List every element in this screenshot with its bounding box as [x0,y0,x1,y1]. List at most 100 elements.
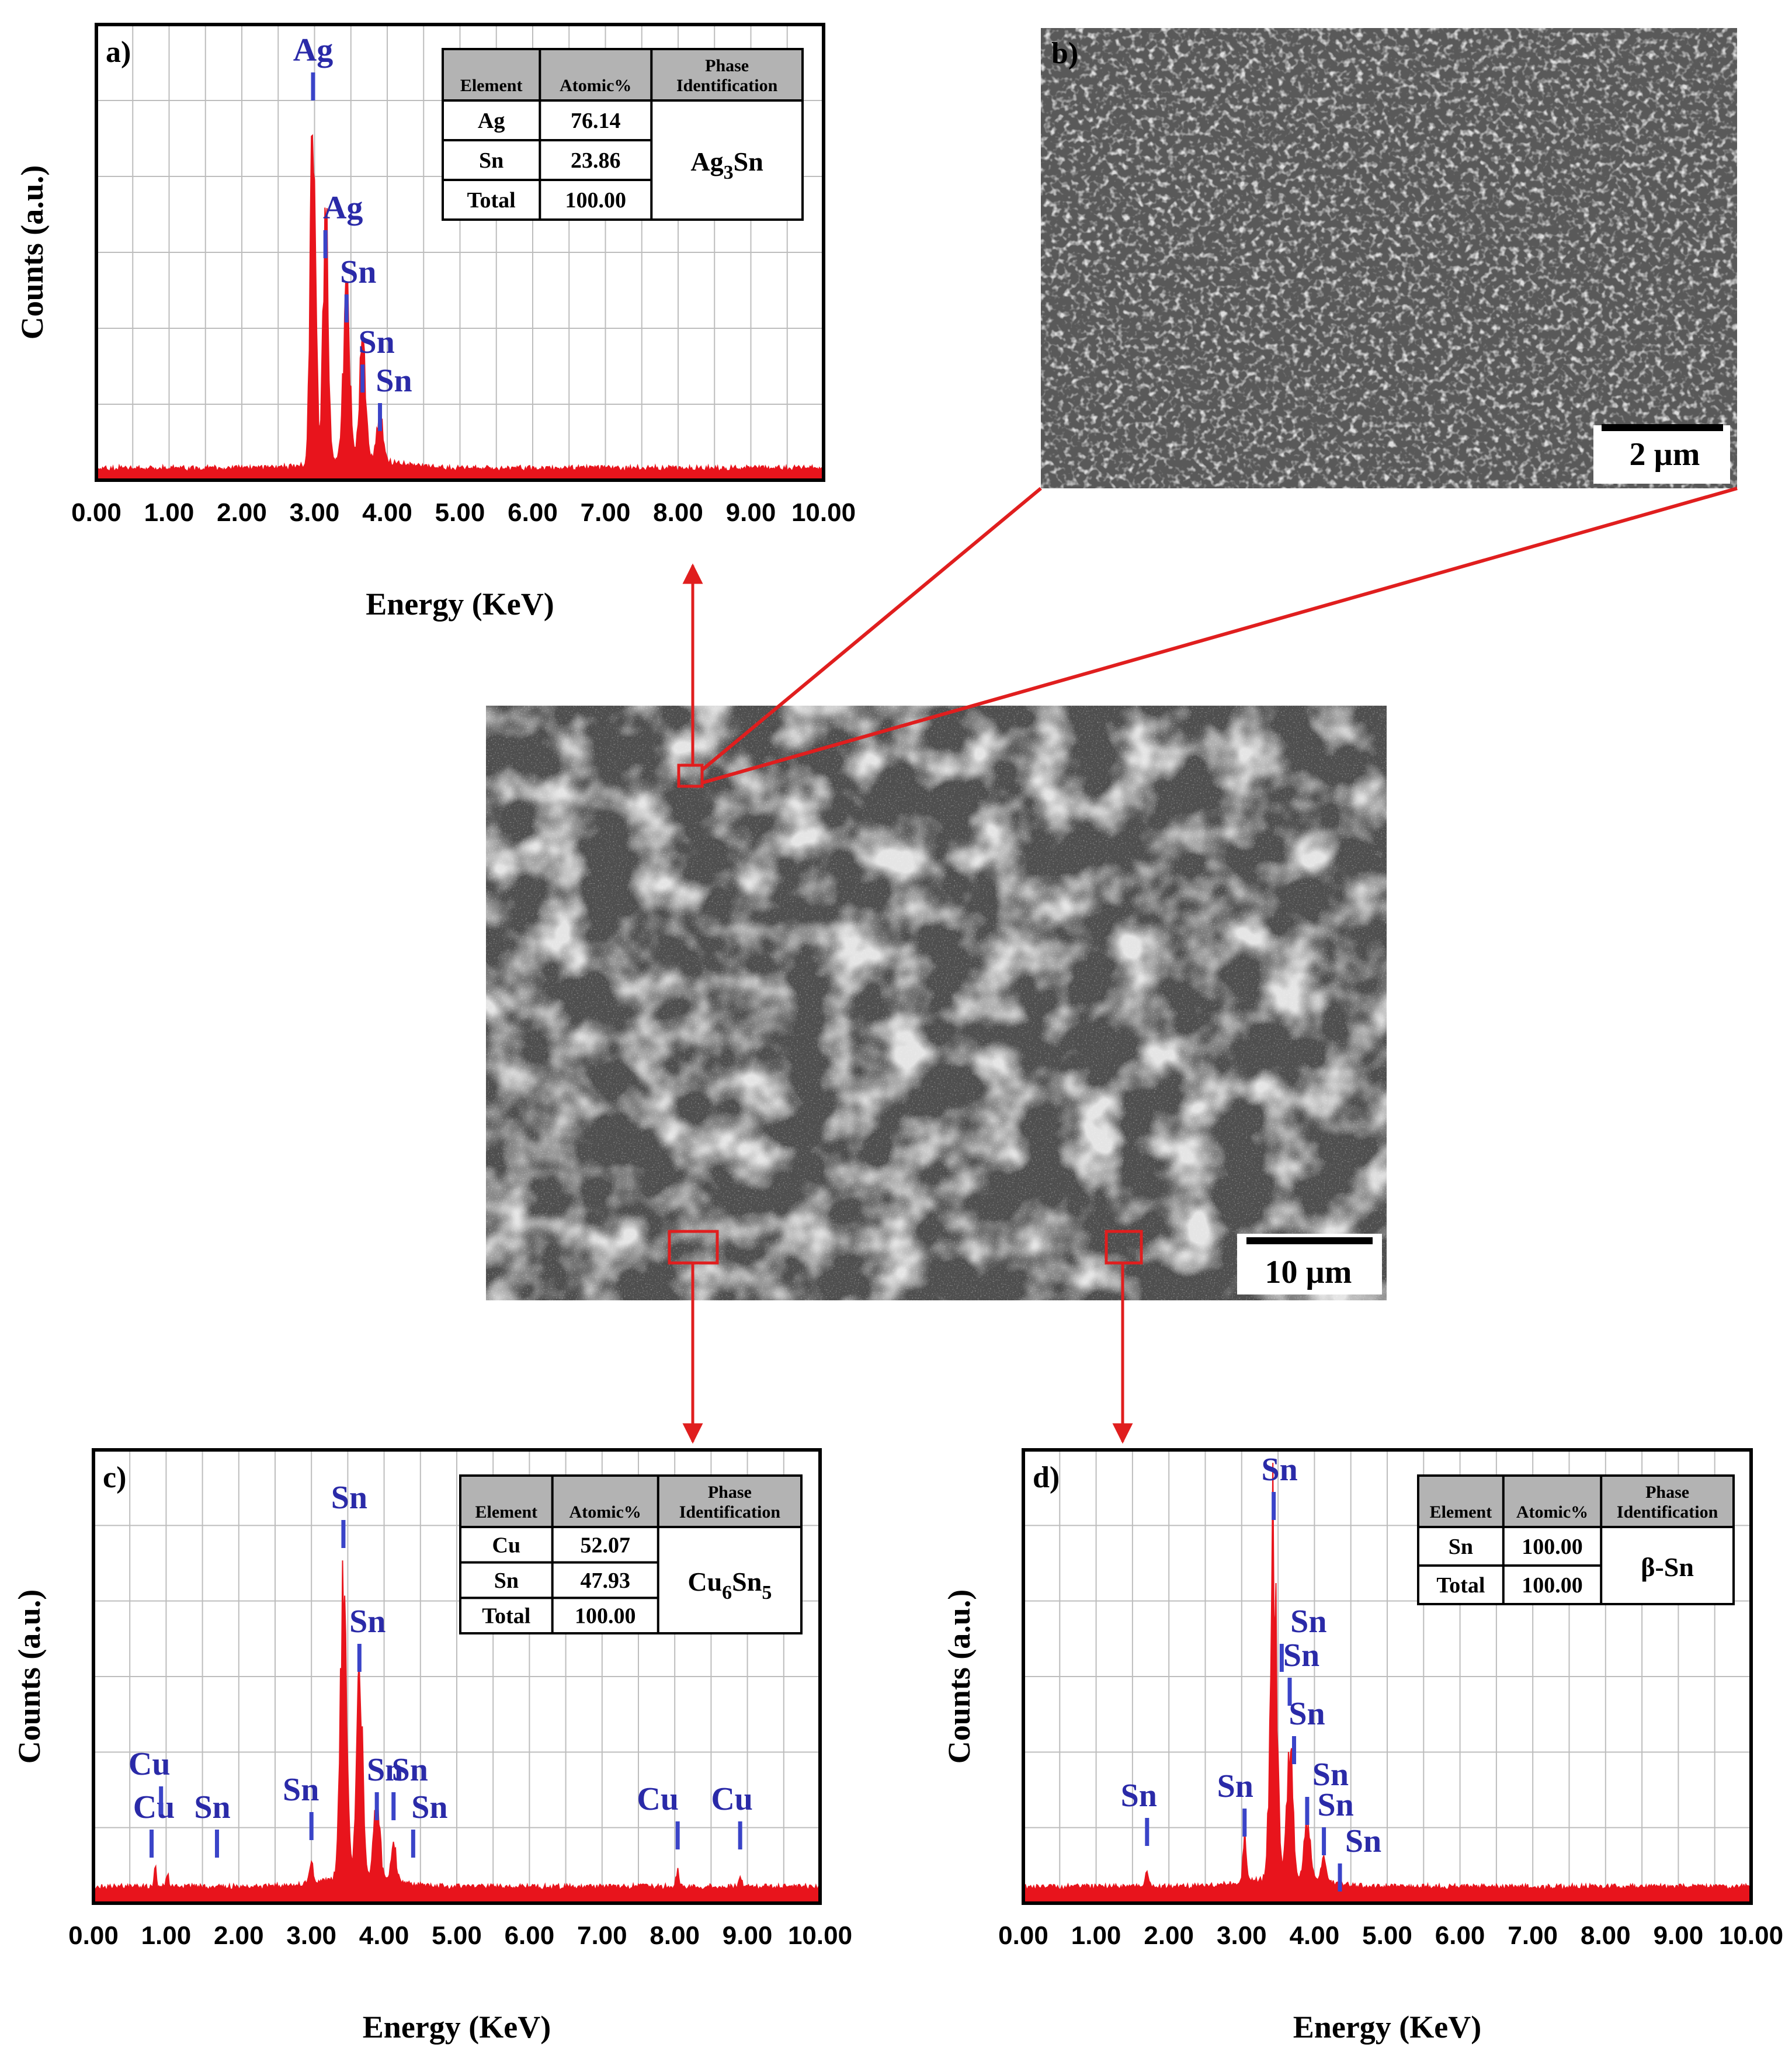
table-header-row [442,48,804,102]
plot-frame [92,1448,822,1905]
peak-label: Sn [194,1789,230,1825]
x-tick-label: 7.00 [577,1921,627,1950]
pointer-lines [682,487,1738,1444]
x-tick-label: 0.00 [998,1921,1048,1950]
eds-panel-d: 0.00 1.00 2.00 3.00 4.00 5.00 6.00 7.00 8.00 9.00… [942,1448,1783,2045]
sem-zoom-scale-label: 2 µm [1630,436,1700,473]
x-tick-label: 6.00 [505,1921,555,1950]
x-tick-label: 9.00 [1654,1921,1704,1950]
panel-label: a) [106,36,131,69]
table-header-element: Element [1430,1502,1492,1522]
peak-label: Cu [129,1746,171,1782]
table-cell-atomic: 23.86 [571,148,621,173]
x-tick-label: 0.00 [71,498,121,527]
peak-label: Sn [1290,1604,1326,1640]
x-tick-label: 5.00 [432,1921,482,1950]
peak-label: Ag [293,32,333,68]
table-cell-atomic: 100.00 [1522,1535,1583,1559]
plot-frame [1022,1448,1753,1905]
sem-zoom-image: b) 2 µm [1041,28,1737,488]
peak-label: Sn [359,324,395,360]
peak-label: Sn [1312,1757,1349,1793]
x-tick-label: 8.00 [650,1921,700,1950]
table-header-phase: Phase [705,56,749,75]
peak-label: Sn [340,254,376,290]
peak-label: Sn [1317,1787,1353,1823]
x-tick-label: 10.00 [788,1921,852,1950]
x-tick-label: 3.00 [286,1921,336,1950]
table-cell-phase: Cu6Sn5 [687,1567,772,1604]
peak-label: Ag [323,190,363,226]
x-tick-label: 3.00 [1217,1921,1267,1950]
peak-label: Sn [1217,1768,1253,1804]
x-axis-title: Energy (KeV) [366,586,554,622]
peak-label: Sn [349,1604,386,1640]
y-axis-title: Counts (a.u.) [15,165,50,340]
y-axis-title: Counts (a.u.) [942,1589,977,1764]
x-tick-label: 2.00 [1144,1921,1194,1950]
table-cell-element: Total [467,188,516,213]
sem-zoom-scale-bar: 2 µm [1593,424,1730,484]
x-tick-label: 9.00 [723,1921,773,1950]
region-box-a [677,763,704,788]
table-cell-element: Ag [478,109,505,133]
eds-panel-a: 0.00 1.00 2.00 3.00 4.00 5.00 6.00 7.00 8.00 9.00… [15,23,856,622]
table-cell-phase: β-Sn [1641,1552,1694,1582]
panel-label: d) [1033,1461,1060,1494]
table-cell-atomic: 47.93 [580,1568,630,1593]
table-header-identification: Identification [676,76,778,95]
table-cell-atomic: 100.00 [565,188,627,213]
peak-label: Sn [283,1772,319,1808]
peak-label: Sn [1121,1778,1157,1814]
x-tick-label: 1.00 [1071,1921,1121,1950]
table-header-row [459,1474,803,1528]
table-cell-element: Total [482,1604,530,1629]
table-header-atomic: Atomic% [569,1502,641,1522]
sem-main-scale-label: 10 µm [1265,1254,1352,1290]
peak-label: Sn [411,1789,447,1825]
x-tick-label: 4.00 [359,1921,409,1950]
sem-main-image: 10 µm [486,706,1387,1300]
x-axis-title: Energy (KeV) [363,2010,551,2045]
table-cell-element: Sn [494,1568,519,1593]
peak-label: Cu [711,1781,753,1817]
table-header-element: Element [460,76,523,95]
peak-label: Cu [133,1789,175,1825]
zoom-pointer-right [701,487,1738,785]
spectrum-series [1023,1463,1752,1904]
grid [93,1450,820,1903]
table-cell-element: Cu [492,1533,521,1557]
table-cell-phase: Ag3Sn [690,147,763,183]
x-tick-label: 10.00 [791,498,856,527]
peak-label: Sn [1289,1696,1325,1732]
table-cell-element: Sn [479,148,503,173]
x-tick-label: 8.00 [1581,1921,1631,1950]
x-tick-label: 2.00 [214,1921,264,1950]
table-header-identification: Identification [1617,1502,1718,1522]
plot-frame [95,23,825,482]
x-tick-label: 6.00 [1435,1921,1485,1950]
table-cell-atomic: 76.14 [571,109,621,133]
x-tick-label: 1.00 [144,498,195,527]
table-cell-atomic: 100.00 [1522,1573,1583,1598]
table-header-identification: Identification [679,1502,781,1522]
sem-zoom-panel-label: b) [1051,37,1078,70]
x-axis-title: Energy (KeV) [1293,2010,1481,2045]
eds-panel-c: 0.00 1.00 2.00 3.00 4.00 5.00 6.00 7.00 8.00 9.00… [12,1448,852,2045]
peak-label: Sn [331,1480,367,1516]
table-header-phase: Phase [1645,1483,1689,1502]
x-tick-label: 10.00 [1719,1921,1783,1950]
table-header-atomic: Atomic% [1516,1502,1588,1522]
x-tick-label: 1.00 [141,1921,192,1950]
table-cell-element: Sn [1449,1535,1473,1559]
spectrum-series [93,1560,821,1904]
table-cell-atomic: 52.07 [580,1533,630,1557]
x-tick-label: 0.00 [68,1921,119,1950]
table-header-atomic: Atomic% [560,76,631,95]
table-header-row [1417,1474,1735,1528]
table-header-phase: Phase [708,1483,752,1502]
